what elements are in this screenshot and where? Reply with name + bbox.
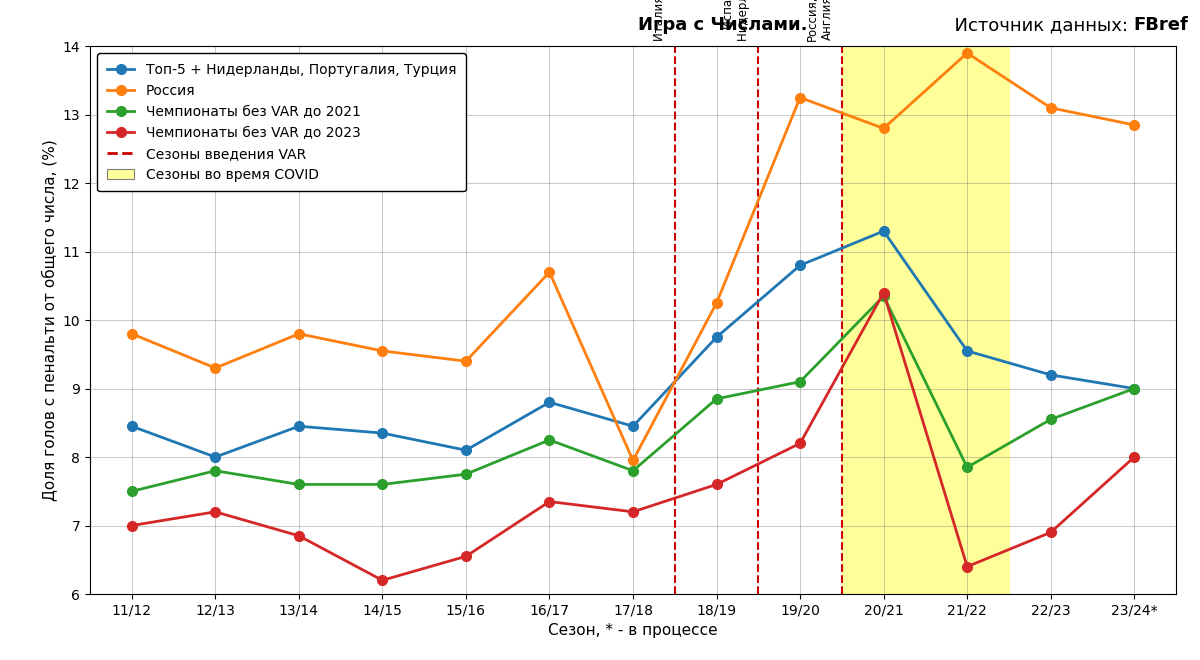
Text: Россия,
Англия: Россия, Англия [805,0,834,41]
Text: Испания, Франция,
Нидерланды, Турция: Испания, Франция, Нидерланды, Турция [722,0,750,41]
X-axis label: Сезон, * - в процессе: Сезон, * - в процессе [548,623,718,638]
Text: Игра с Числами.: Игра с Числами. [638,16,808,34]
Text: FBref: FBref [1133,16,1188,34]
Legend: Топ-5 + Нидерланды, Португалия, Турция, Россия, Чемпионаты без VAR до 2021, Чемп: Топ-5 + Нидерланды, Португалия, Турция, … [97,53,466,191]
Bar [842,46,1009,594]
Text: Источник данных:: Источник данных: [943,16,1134,34]
Y-axis label: Доля голов с пенальти от общего числа, (%): Доля голов с пенальти от общего числа, (… [41,139,56,501]
Text: Германия,
Италия, Португалия: Германия, Италия, Португалия [638,0,666,41]
